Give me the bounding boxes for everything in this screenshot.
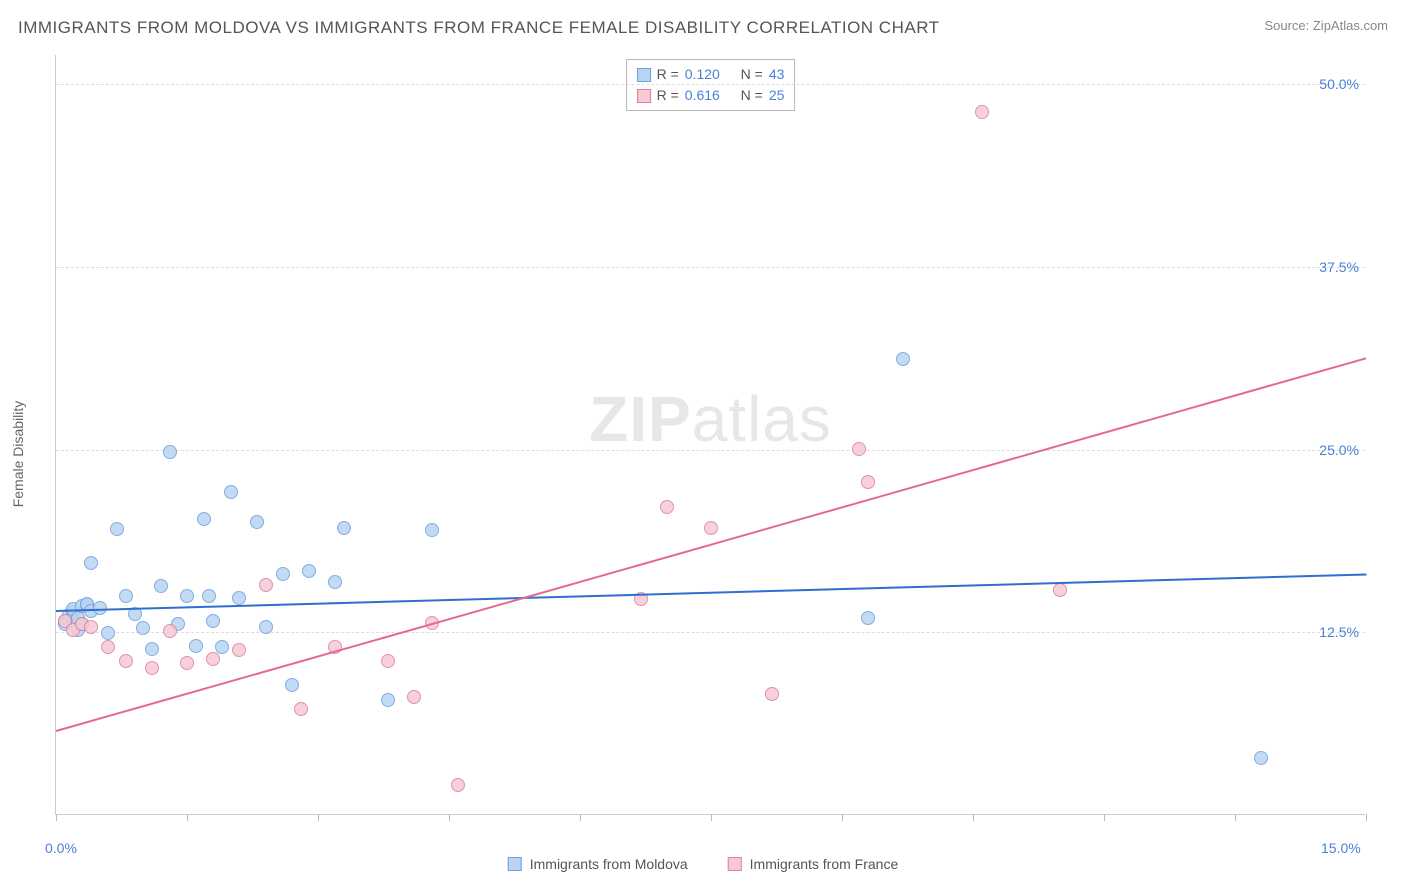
data-point-france [145,661,159,675]
data-point-moldova [276,567,290,581]
data-point-moldova [302,564,316,578]
legend-series: Immigrants from Moldova Immigrants from F… [508,856,899,872]
x-tick [1104,814,1105,821]
x-tick [56,814,57,821]
swatch-moldova-icon [637,68,651,82]
y-axis-title: Female Disability [10,401,26,508]
r-label: R = [657,64,679,85]
swatch-france-icon [637,89,651,103]
data-point-france [180,656,194,670]
data-point-moldova [202,589,216,603]
n-value: 25 [769,85,785,106]
data-point-france [381,654,395,668]
data-point-moldova [328,575,342,589]
data-point-france [765,687,779,701]
y-tick-label: 50.0% [1319,76,1359,92]
data-point-france [1053,583,1067,597]
legend-label: Immigrants from France [750,856,899,872]
x-tick [1366,814,1367,821]
r-value: 0.616 [685,85,731,106]
x-tick [711,814,712,821]
y-tick-label: 12.5% [1319,624,1359,640]
data-point-france [119,654,133,668]
data-point-france [861,475,875,489]
swatch-moldova-icon [508,857,522,871]
data-point-france [259,578,273,592]
gridline-h [56,84,1365,85]
data-point-moldova [250,515,264,529]
data-point-moldova [197,512,211,526]
watermark-rest: atlas [692,383,832,455]
swatch-france-icon [728,857,742,871]
data-point-france [704,521,718,535]
data-point-france [163,624,177,638]
legend-corr-row-moldova: R = 0.120 N = 43 [637,64,785,85]
x-tick [842,814,843,821]
n-label: N = [737,64,763,85]
data-point-moldova [180,589,194,603]
data-point-france [232,643,246,657]
data-point-moldova [119,589,133,603]
r-label: R = [657,85,679,106]
legend-item-moldova: Immigrants from Moldova [508,856,688,872]
data-point-moldova [84,556,98,570]
data-point-france [294,702,308,716]
data-point-moldova [145,642,159,656]
watermark-bold: ZIP [589,383,692,455]
data-point-france [451,778,465,792]
y-tick-label: 37.5% [1319,259,1359,275]
data-point-moldova [896,352,910,366]
data-point-france [407,690,421,704]
data-point-moldova [337,521,351,535]
gridline-h [56,632,1365,633]
x-tick-label: 15.0% [1321,840,1361,856]
data-point-moldova [189,639,203,653]
data-point-moldova [285,678,299,692]
data-point-moldova [206,614,220,628]
n-label: N = [737,85,763,106]
data-point-moldova [136,621,150,635]
r-value: 0.120 [685,64,731,85]
data-point-moldova [1254,751,1268,765]
data-point-france [852,442,866,456]
data-point-france [975,105,989,119]
gridline-h [56,267,1365,268]
legend-item-france: Immigrants from France [728,856,899,872]
data-point-moldova [259,620,273,634]
n-value: 43 [769,64,785,85]
data-point-moldova [232,591,246,605]
x-tick [318,814,319,821]
data-point-france [660,500,674,514]
data-point-france [206,652,220,666]
data-point-moldova [163,445,177,459]
data-point-moldova [101,626,115,640]
data-point-france [84,620,98,634]
data-point-moldova [425,523,439,537]
data-point-moldova [381,693,395,707]
legend-corr-row-france: R = 0.616 N = 25 [637,85,785,106]
legend-label: Immigrants from Moldova [530,856,688,872]
x-tick [1235,814,1236,821]
data-point-moldova [224,485,238,499]
trendline-moldova [56,574,1366,613]
plot-area: ZIPatlas R = 0.120 N = 43 R = 0.616 N = 25 12… [55,55,1365,815]
y-tick-label: 25.0% [1319,442,1359,458]
watermark: ZIPatlas [589,382,832,456]
x-tick [449,814,450,821]
trendline-france [56,358,1367,733]
gridline-h [56,450,1365,451]
x-tick [187,814,188,821]
source-label: Source: ZipAtlas.com [1264,18,1388,33]
data-point-moldova [154,579,168,593]
data-point-france [101,640,115,654]
x-tick-label: 0.0% [45,840,77,856]
x-tick [973,814,974,821]
data-point-moldova [861,611,875,625]
chart-title: IMMIGRANTS FROM MOLDOVA VS IMMIGRANTS FR… [18,18,940,38]
x-tick [580,814,581,821]
data-point-moldova [110,522,124,536]
